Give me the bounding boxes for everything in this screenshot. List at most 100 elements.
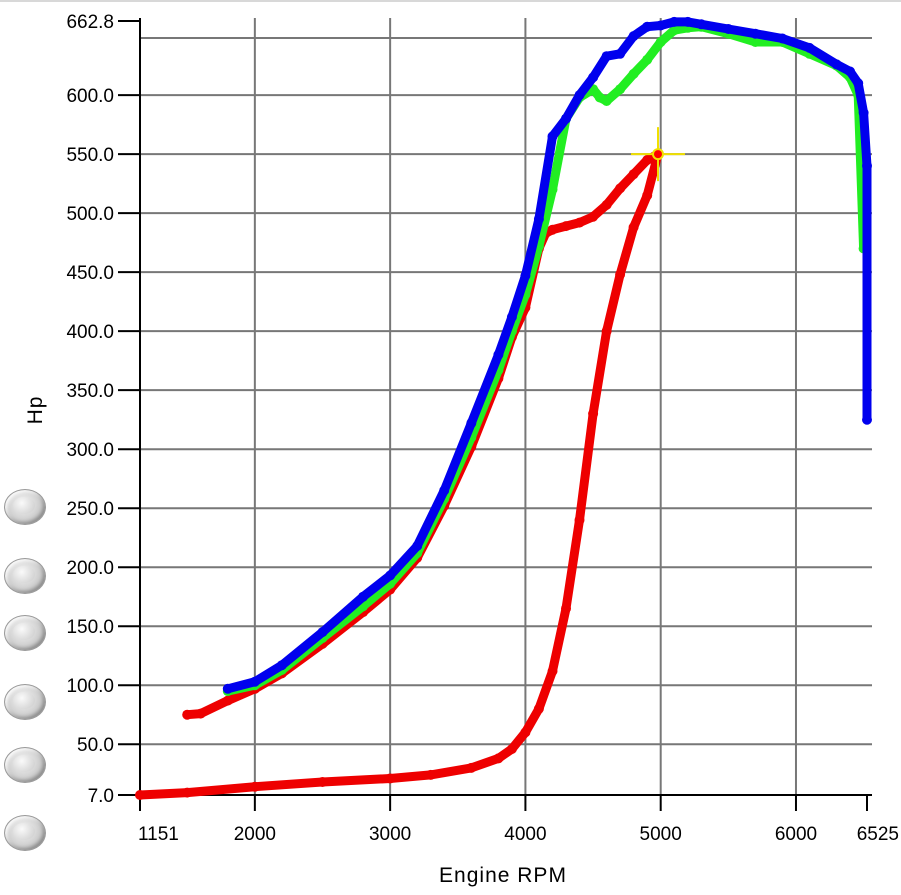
data-point xyxy=(845,66,856,77)
y-axis-title: Hp xyxy=(24,396,47,425)
data-point xyxy=(561,603,571,614)
data-point xyxy=(628,222,639,233)
data-point xyxy=(276,660,287,671)
data-point xyxy=(466,418,477,429)
axis-ticks xyxy=(118,18,872,811)
data-point xyxy=(750,28,761,39)
data-point xyxy=(588,72,599,83)
data-point xyxy=(182,709,193,720)
side-toggle-button-2[interactable] xyxy=(4,558,46,594)
y-tick-label: 7.0 xyxy=(88,786,114,807)
data-point xyxy=(425,769,436,780)
data-point xyxy=(615,48,626,59)
data-point xyxy=(601,326,612,337)
data-point xyxy=(385,773,396,784)
data-point xyxy=(723,24,734,34)
tick-labels: 7.0 50.0 100.0 150.0 200.0 250.0 300.0 350.0 400… xyxy=(66,12,899,845)
data-point xyxy=(628,31,639,42)
series-line xyxy=(223,22,869,696)
data-point xyxy=(317,627,328,638)
data-point xyxy=(520,270,531,281)
data-point xyxy=(439,485,450,496)
data-point xyxy=(358,591,369,602)
x-axis-title: Engine RPM xyxy=(439,864,567,887)
data-point xyxy=(853,78,864,89)
data-point xyxy=(601,96,612,106)
data-point xyxy=(195,708,206,719)
data-point xyxy=(574,90,585,101)
y-tick-label: 300.0 xyxy=(66,440,114,461)
data-point xyxy=(669,25,680,36)
data-point xyxy=(182,787,193,798)
y-tick-label: 550.0 xyxy=(66,145,114,166)
data-point xyxy=(669,16,680,27)
data-point xyxy=(520,727,531,738)
data-point xyxy=(547,666,558,677)
series-line xyxy=(135,149,663,800)
side-toggle-button-1[interactable] xyxy=(4,489,46,525)
data-point xyxy=(506,312,517,322)
series-line xyxy=(223,17,872,694)
data-point xyxy=(696,19,707,30)
data-point xyxy=(493,349,504,360)
data-point xyxy=(601,51,612,62)
data-point xyxy=(615,183,626,194)
y-tick-label: 450.0 xyxy=(66,263,114,284)
x-tick-label: 2000 xyxy=(234,824,276,845)
data-point xyxy=(601,199,612,210)
y-tick-label: 50.0 xyxy=(77,735,114,756)
side-toggle-button-3[interactable] xyxy=(4,615,46,651)
cursor-dot xyxy=(651,148,664,161)
data-point xyxy=(642,54,653,65)
data-point xyxy=(135,790,145,800)
data-point xyxy=(249,676,260,687)
side-toggle-button-6[interactable] xyxy=(4,815,46,851)
cursor-marker[interactable] xyxy=(630,127,685,182)
data-point xyxy=(655,20,666,31)
data-point xyxy=(588,211,599,222)
data-point xyxy=(615,269,626,280)
data-point xyxy=(642,190,653,201)
data-point xyxy=(385,570,396,581)
x-tick-label: 1151 xyxy=(138,824,179,845)
series-layer xyxy=(135,16,872,800)
data-point xyxy=(466,762,477,773)
y-tick-label: 250.0 xyxy=(66,499,114,520)
series-4 xyxy=(222,16,872,694)
data-point xyxy=(222,695,233,706)
x-tick-label: 6000 xyxy=(775,824,817,845)
side-toggle-button-4[interactable] xyxy=(4,684,46,720)
data-point xyxy=(574,515,585,525)
y-tick-label: 200.0 xyxy=(66,558,114,579)
data-point xyxy=(804,42,815,53)
data-point xyxy=(628,169,639,180)
data-point xyxy=(506,744,517,754)
data-point xyxy=(862,160,872,171)
data-point xyxy=(615,84,626,95)
data-point xyxy=(777,33,788,44)
data-point xyxy=(862,414,872,425)
data-point xyxy=(858,107,869,118)
data-point xyxy=(642,155,653,165)
data-point xyxy=(561,221,571,232)
x-tick-label: 6525 xyxy=(857,824,899,845)
data-point xyxy=(412,541,423,551)
data-point xyxy=(574,217,585,228)
y-tick-label: 600.0 xyxy=(66,86,114,107)
y-tick-label: 662.8 xyxy=(66,12,114,33)
top-border xyxy=(0,0,901,2)
data-point xyxy=(317,777,328,787)
data-point xyxy=(547,224,558,235)
data-point xyxy=(493,753,504,764)
data-point xyxy=(249,781,260,792)
data-point xyxy=(222,683,233,694)
data-point xyxy=(628,68,639,79)
data-point xyxy=(750,37,761,47)
data-point xyxy=(533,703,544,714)
data-point xyxy=(642,21,653,32)
data-point xyxy=(831,59,842,70)
side-toggle-button-5[interactable] xyxy=(4,747,46,783)
series-3 xyxy=(222,21,869,697)
x-tick-label: 3000 xyxy=(369,824,411,845)
